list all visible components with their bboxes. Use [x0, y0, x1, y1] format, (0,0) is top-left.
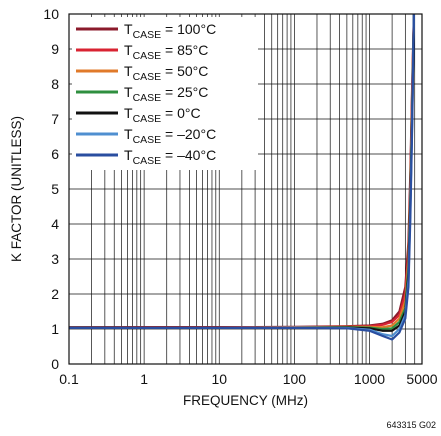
- y-tick-labels: 0 1 2 3 4 5 6 7 8 9 10: [43, 6, 59, 372]
- x-tick-label: 10: [211, 371, 227, 387]
- y-tick-label: 9: [51, 41, 59, 57]
- x-tick-label: 100: [283, 371, 307, 387]
- x-tick-labels: 0.1 1 10 100 1000 5000: [59, 371, 438, 387]
- legend-entry-2: TCASE = 50°C: [124, 63, 208, 83]
- legend-entry-1: TCASE = 85°C: [124, 42, 208, 62]
- y-tick-label: 6: [51, 146, 59, 162]
- x-tick-label: 0.1: [59, 371, 79, 387]
- y-tick-label: 0: [51, 356, 59, 372]
- x-tick-label: 5000: [406, 371, 437, 387]
- x-tick-label: 1: [140, 371, 148, 387]
- y-tick-label: 7: [51, 111, 59, 127]
- y-tick-label: 8: [51, 76, 59, 92]
- legend-entry-0: TCASE = 100°C: [124, 21, 216, 41]
- y-tick-label: 10: [43, 6, 59, 22]
- series-group: [68, 13, 415, 341]
- series-line-6: [69, 13, 415, 341]
- legend-entry-5: TCASE = –20°C: [124, 126, 216, 146]
- legend-entry-4: TCASE = 0°C: [124, 105, 201, 125]
- legend-entry-6: TCASE = –40°C: [124, 147, 216, 167]
- x-axis-label: FREQUENCY (MHz): [183, 393, 308, 408]
- x-tick-label: 1000: [354, 371, 385, 387]
- y-tick-label: 2: [51, 286, 59, 302]
- y-tick-label: 4: [51, 216, 59, 232]
- figure-code: 643315 G02: [386, 420, 436, 430]
- y-tick-label: 3: [51, 251, 59, 267]
- y-axis-label: K FACTOR (UNITLESS): [9, 116, 24, 262]
- y-tick-label: 1: [51, 321, 59, 337]
- legend-entry-3: TCASE = 25°C: [124, 84, 208, 104]
- plot-frame: [68, 13, 423, 365]
- y-tick-label: 5: [51, 181, 59, 197]
